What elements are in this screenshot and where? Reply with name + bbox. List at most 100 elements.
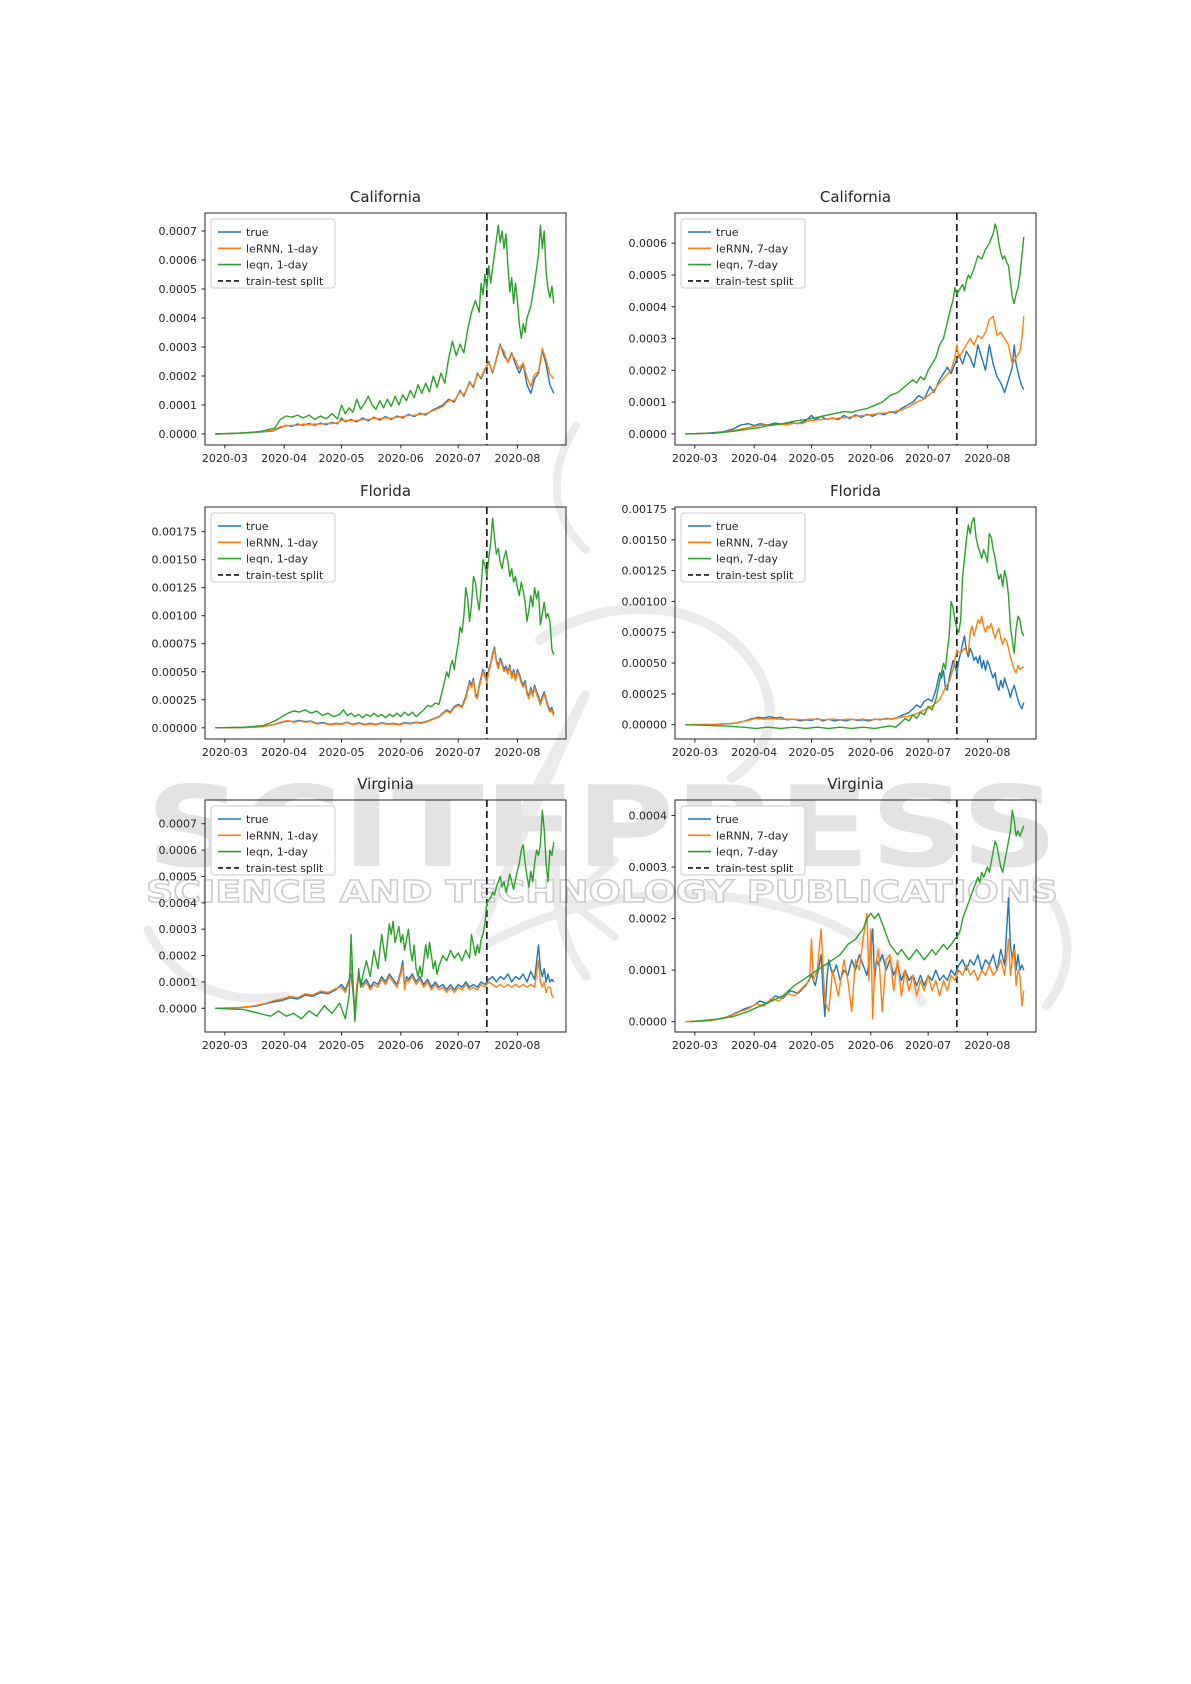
- y-tick-label: 0.0003: [629, 333, 668, 346]
- x-tick-label: 2020-06: [848, 1039, 894, 1052]
- y-tick-label: 0.0001: [629, 964, 668, 977]
- y-tick-label: 0.0003: [629, 861, 668, 874]
- legend-label: true: [716, 813, 739, 826]
- y-tick-label: 0.00175: [152, 526, 198, 539]
- legend: true leRNN, 1-day leqn, 1-day train-test sp…: [210, 805, 336, 876]
- legend-label: true: [716, 520, 739, 533]
- y-tick-label: 0.0000: [159, 1002, 198, 1015]
- y-axis-ticks: 0.0000 0.0001 0.0002 0.0003 0.0004 0.0005 0.00…: [629, 237, 675, 441]
- y-axis-ticks: 0.00000 0.00025 0.00050 0.00075 0.00100 0.001…: [152, 526, 205, 735]
- x-tick-label: 2020-08: [964, 746, 1010, 759]
- legend: true leRNN, 7-day leqn, 7-day train-test sp…: [680, 805, 806, 876]
- legend-label: train-test split: [716, 569, 794, 582]
- x-tick-label: 2020-07: [435, 1039, 481, 1052]
- legend-label: train-test split: [716, 862, 794, 875]
- legend-label: leRNN, 7-day: [716, 536, 789, 549]
- x-tick-label: 2020-05: [789, 746, 835, 759]
- x-tick-label: 2020-08: [964, 452, 1010, 465]
- y-axis-ticks: 0.0000 0.0001 0.0002 0.0003 0.0004 0.0005 0.00…: [159, 225, 205, 441]
- series-line-true: [215, 944, 555, 1015]
- x-tick-label: 2020-03: [202, 1039, 248, 1052]
- x-axis-ticks: 2020-03 2020-04 2020-05 2020-06 2020-07 2020-…: [672, 739, 1010, 759]
- y-tick-label: 0.0002: [629, 364, 668, 377]
- chart-svg: California 0.0000 0.0001 0.0002 0.0003 0.0004…: [629, 188, 1037, 465]
- plot-area-border: [204, 212, 567, 446]
- y-tick-label: 0.0007: [159, 225, 198, 238]
- x-tick-label: 2020-07: [905, 1039, 951, 1052]
- chart-panel-virginia-1day: Virginia 0.0000 0.0001 0.0002 0.0003 0.0004 0.…: [120, 766, 580, 1076]
- y-tick-label: 0.00050: [152, 666, 198, 679]
- x-tick-label: 2020-03: [672, 452, 718, 465]
- x-tick-label: 2020-05: [319, 452, 365, 465]
- y-tick-label: 0.00100: [622, 595, 668, 608]
- series-line-lernn-1-day: [215, 648, 555, 729]
- y-tick-label: 0.0003: [159, 923, 198, 936]
- chart-title: Virginia: [827, 775, 884, 793]
- x-tick-label: 2020-08: [494, 1039, 540, 1052]
- x-axis-ticks: 2020-03 2020-04 2020-05 2020-06 2020-07 2020-…: [202, 445, 540, 465]
- y-tick-label: 0.0004: [629, 301, 668, 314]
- y-tick-label: 0.0005: [159, 870, 198, 883]
- legend-label: true: [246, 813, 269, 826]
- chart-panel-virginia-7day: Virginia 0.0000 0.0001 0.0002 0.0003 0.0004 20…: [590, 766, 1050, 1076]
- chart-title: California: [350, 188, 421, 206]
- y-tick-label: 0.0006: [159, 844, 198, 857]
- y-tick-label: 0.00050: [622, 657, 668, 670]
- plot-area-border: [204, 506, 567, 740]
- chart-title: California: [820, 188, 891, 206]
- x-tick-label: 2020-06: [848, 746, 894, 759]
- y-tick-label: 0.00025: [152, 694, 198, 707]
- x-axis-ticks: 2020-03 2020-04 2020-05 2020-06 2020-07 2020-…: [672, 445, 1010, 465]
- legend-label: train-test split: [716, 275, 794, 288]
- x-axis-ticks: 2020-03 2020-04 2020-05 2020-06 2020-07 2020-…: [202, 739, 540, 759]
- y-tick-label: 0.0000: [159, 428, 198, 441]
- x-tick-label: 2020-08: [964, 1039, 1010, 1052]
- y-tick-label: 0.00175: [622, 503, 668, 516]
- series-line-true: [685, 897, 1025, 1023]
- legend: true leRNN, 7-day leqn, 7-day train-test sp…: [680, 218, 806, 289]
- series-line-leqn-1-day: [215, 517, 555, 729]
- legend-box: [210, 512, 336, 583]
- x-tick-label: 2020-06: [848, 452, 894, 465]
- legend-box: [680, 218, 806, 289]
- y-tick-label: 0.00150: [622, 534, 668, 547]
- y-tick-label: 0.0002: [159, 370, 198, 383]
- x-tick-label: 2020-05: [789, 1039, 835, 1052]
- y-tick-label: 0.0002: [629, 913, 668, 926]
- chart-panel-california-7day: California 0.0000 0.0001 0.0002 0.0003 0.0004…: [590, 179, 1050, 489]
- legend-label: leqn, 1-day: [246, 259, 308, 272]
- x-tick-label: 2020-08: [494, 452, 540, 465]
- watermark-line2: SCIENCE AND TECHNOLOGY PUBLICATIONS: [146, 875, 1058, 910]
- chart-panel-california-1day: California 0.0000 0.0001 0.0002 0.0003 0.0004…: [120, 179, 580, 489]
- series-line-lernn-1-day: [215, 344, 555, 435]
- y-tick-label: 0.0000: [629, 428, 668, 441]
- x-tick-label: 2020-04: [261, 452, 307, 465]
- series-line-true: [215, 646, 555, 729]
- legend: true leRNN, 7-day leqn, 7-day train-test sp…: [680, 512, 806, 583]
- legend-label: leRNN, 1-day: [246, 536, 319, 549]
- series-line-true: [685, 344, 1025, 435]
- y-tick-label: 0.0004: [159, 312, 198, 325]
- y-tick-label: 0.0001: [159, 399, 198, 412]
- chart-title: Florida: [360, 482, 411, 500]
- x-tick-label: 2020-07: [435, 452, 481, 465]
- plot-area-border: [674, 212, 1037, 446]
- legend-box: [210, 805, 336, 876]
- series-line-leqn-1-day: [215, 224, 555, 435]
- series-line-lernn-1-day: [215, 960, 555, 1012]
- legend-label: leqn, 7-day: [716, 846, 778, 859]
- x-tick-label: 2020-04: [731, 746, 777, 759]
- x-tick-label: 2020-04: [261, 1039, 307, 1052]
- series-line-lernn-7-day: [685, 315, 1025, 435]
- x-tick-label: 2020-05: [789, 452, 835, 465]
- y-tick-label: 0.00075: [622, 626, 668, 639]
- legend-label: leqn, 7-day: [716, 259, 778, 272]
- y-tick-label: 0.0005: [159, 283, 198, 296]
- x-tick-label: 2020-04: [731, 452, 777, 465]
- x-tick-label: 2020-06: [378, 452, 424, 465]
- y-axis-ticks: 0.0000 0.0001 0.0002 0.0003 0.0004 0.0005 0.00…: [159, 818, 205, 1015]
- x-tick-label: 2020-06: [378, 1039, 424, 1052]
- y-axis-ticks: 0.00000 0.00025 0.00050 0.00075 0.00100 0.001…: [622, 503, 675, 732]
- x-tick-label: 2020-07: [905, 746, 951, 759]
